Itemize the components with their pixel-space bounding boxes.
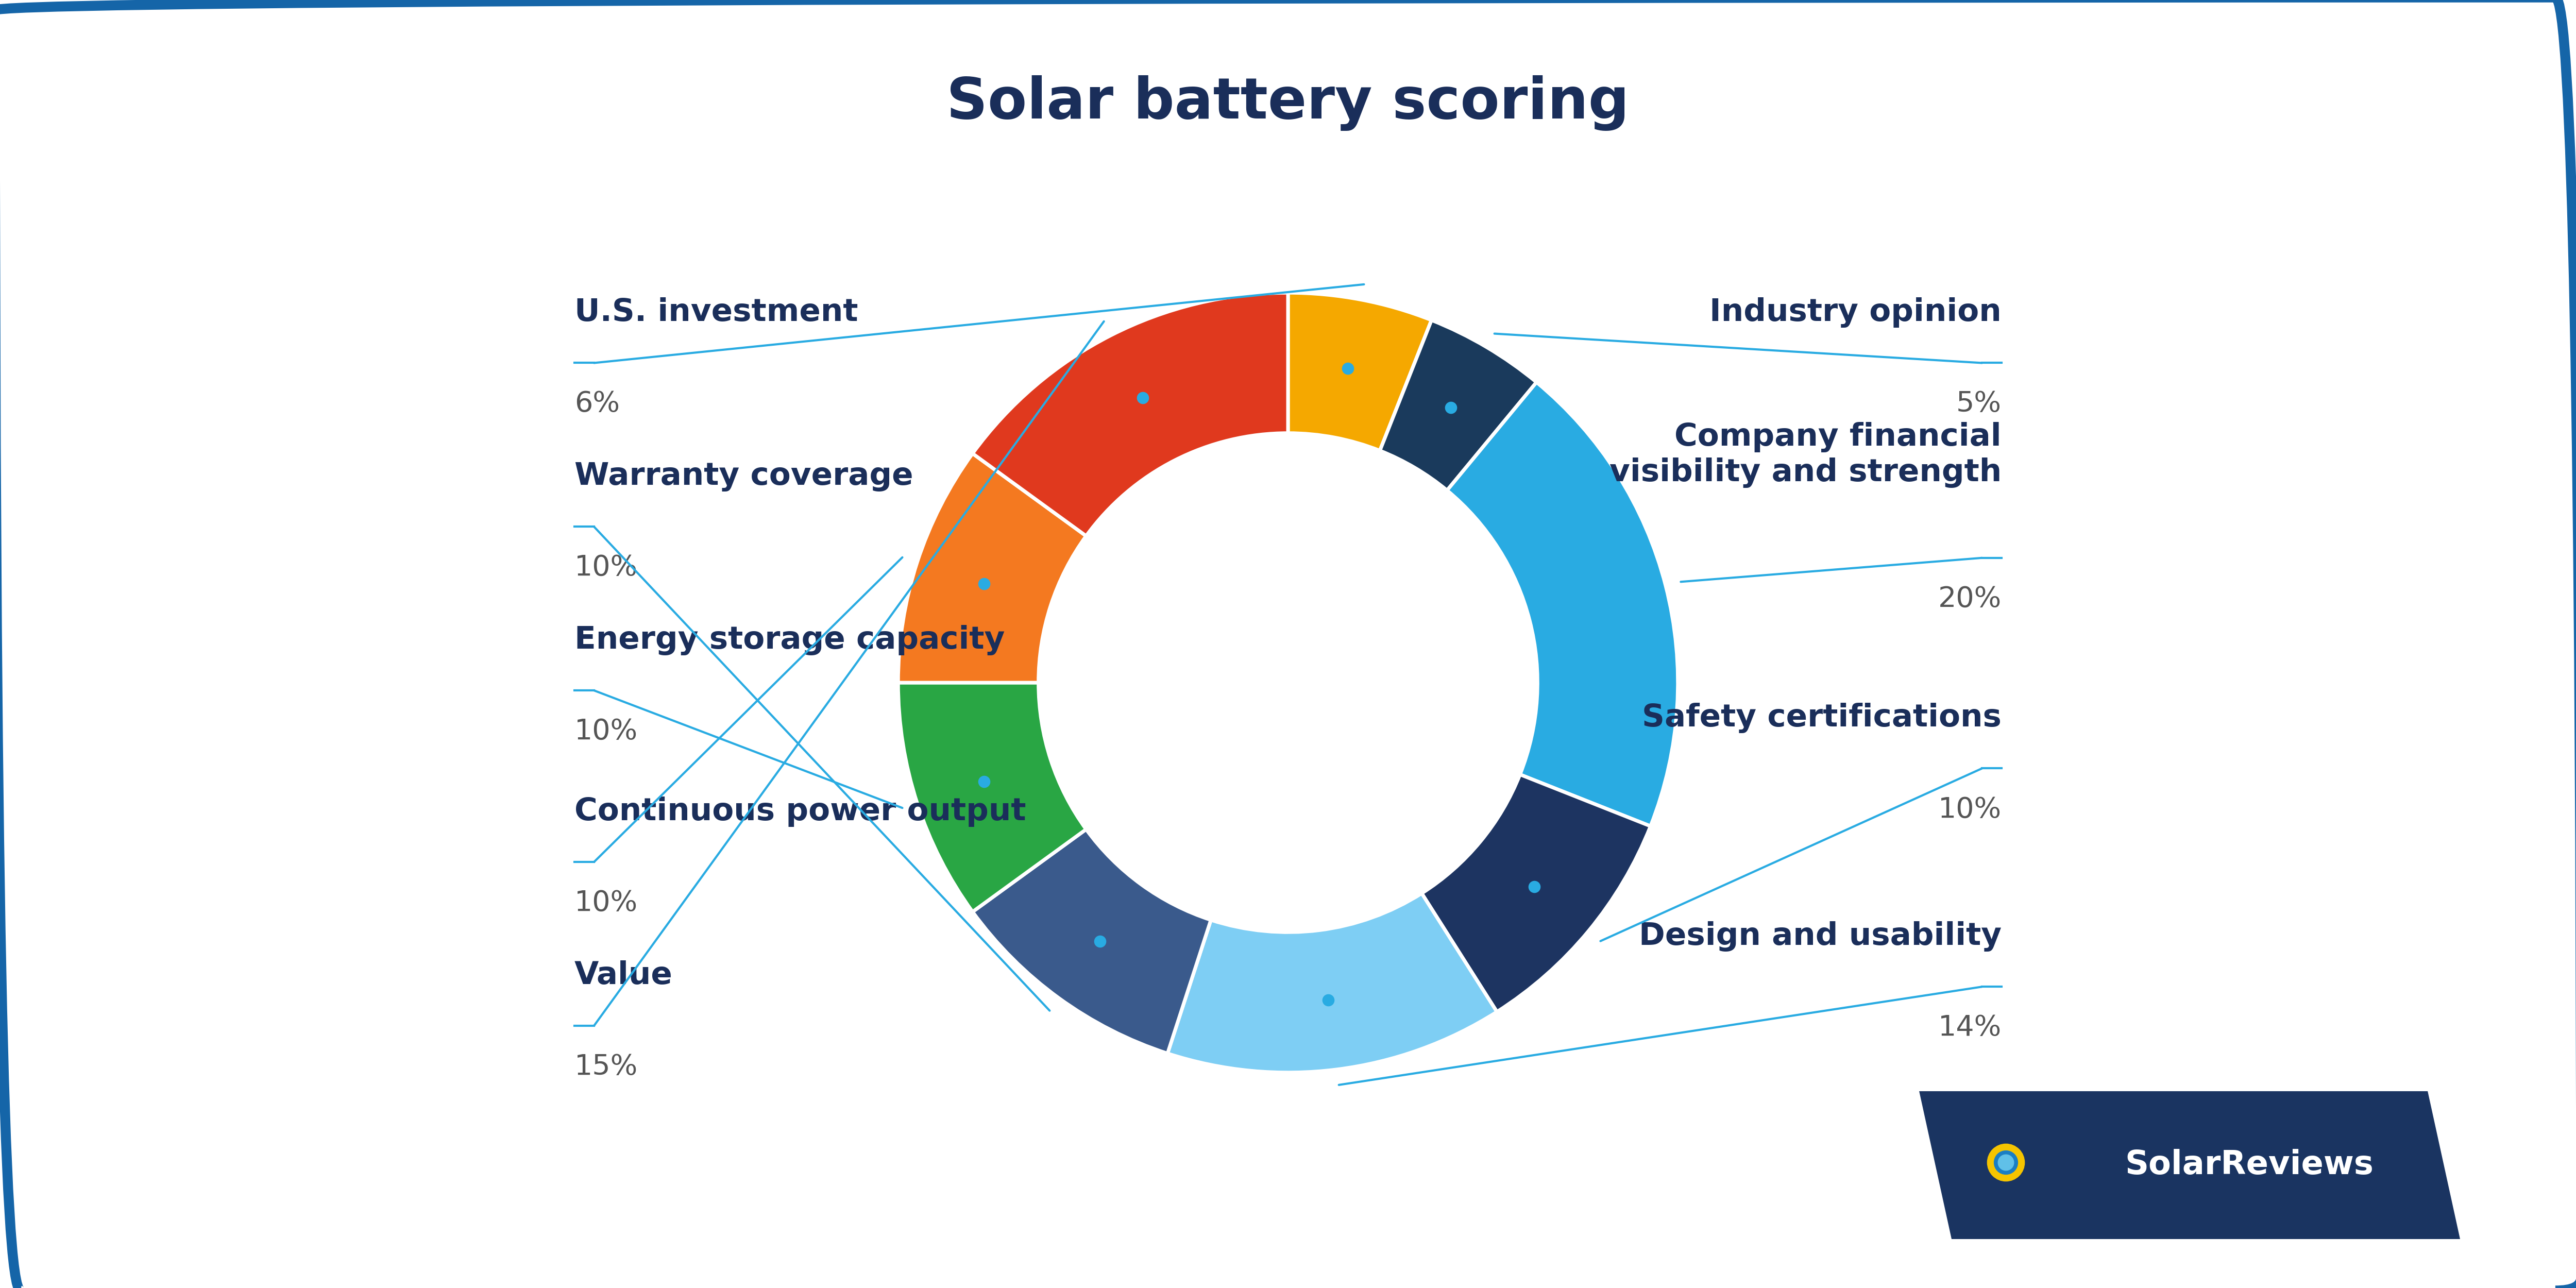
Text: Warranty coverage: Warranty coverage [574, 461, 914, 492]
Wedge shape [974, 829, 1211, 1054]
Text: U.S. investment: U.S. investment [574, 298, 858, 328]
Text: Value: Value [574, 961, 672, 990]
Wedge shape [974, 292, 1288, 536]
Text: SolarReviews: SolarReviews [2125, 1149, 2372, 1181]
Text: 20%: 20% [1937, 585, 2002, 613]
Text: Industry opinion: Industry opinion [1710, 298, 2002, 328]
Wedge shape [899, 683, 1087, 912]
Text: Company financial
visibility and strength: Company financial visibility and strengt… [1610, 422, 2002, 488]
Text: 5%: 5% [1955, 390, 2002, 419]
Text: Continuous power output: Continuous power output [574, 796, 1025, 827]
Text: 10%: 10% [574, 889, 639, 917]
Wedge shape [1288, 292, 1432, 451]
Text: 14%: 14% [1937, 1014, 2002, 1042]
Wedge shape [1381, 321, 1535, 491]
Text: 10%: 10% [574, 554, 639, 582]
Wedge shape [1422, 774, 1651, 1012]
Wedge shape [1448, 383, 1677, 826]
Polygon shape [1919, 1091, 2460, 1239]
Text: 10%: 10% [574, 717, 639, 746]
Wedge shape [1167, 894, 1497, 1073]
Text: Safety certifications: Safety certifications [1641, 703, 2002, 733]
Text: 15%: 15% [574, 1054, 639, 1081]
Text: Design and usability: Design and usability [1638, 921, 2002, 952]
Text: Solar battery scoring: Solar battery scoring [945, 75, 1631, 131]
Text: 10%: 10% [1937, 796, 2002, 823]
Wedge shape [899, 453, 1087, 683]
Text: Energy storage capacity: Energy storage capacity [574, 625, 1005, 656]
Text: 6%: 6% [574, 390, 621, 419]
